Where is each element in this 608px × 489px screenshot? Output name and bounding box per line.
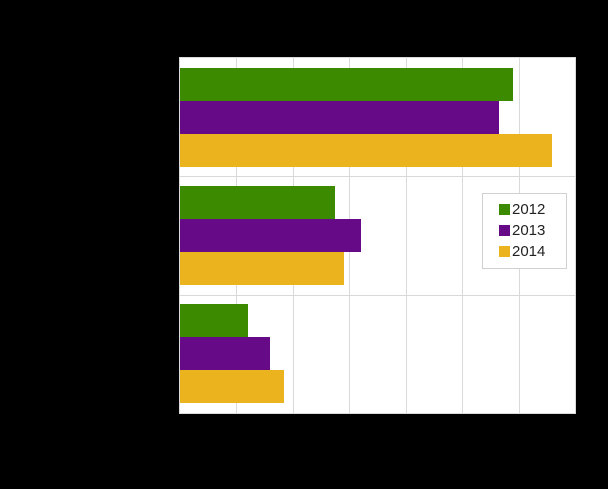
bar-2014-group1 [180, 133, 553, 167]
y-gridline [180, 176, 575, 178]
legend-label: 2014 [512, 243, 546, 260]
bar-2014-group2 [180, 252, 344, 285]
bar-2013-group1 [180, 100, 499, 134]
legend-label: 2012 [512, 201, 546, 218]
legend-swatch-icon [499, 225, 510, 236]
legend-item-2014: 2014 [483, 241, 566, 262]
x-gridline [405, 58, 407, 413]
bar-2013-group3 [180, 337, 271, 371]
bar-2013-group2 [180, 219, 361, 252]
bar-2012-group3 [180, 304, 248, 338]
bar-2012-group1 [180, 67, 513, 101]
legend-item-2012: 2012 [483, 199, 566, 220]
bar-2012-group2 [180, 186, 336, 219]
legend-swatch-icon [499, 204, 510, 215]
x-gridline [462, 58, 464, 413]
legend: 2012 2013 2014 [482, 193, 567, 269]
plot-area: 2012 2013 2014 [179, 57, 576, 414]
legend-swatch-icon [499, 246, 510, 257]
bar-2014-group3 [180, 370, 285, 404]
y-gridline [180, 294, 575, 296]
legend-item-2013: 2013 [483, 220, 566, 241]
legend-label: 2013 [512, 222, 546, 239]
